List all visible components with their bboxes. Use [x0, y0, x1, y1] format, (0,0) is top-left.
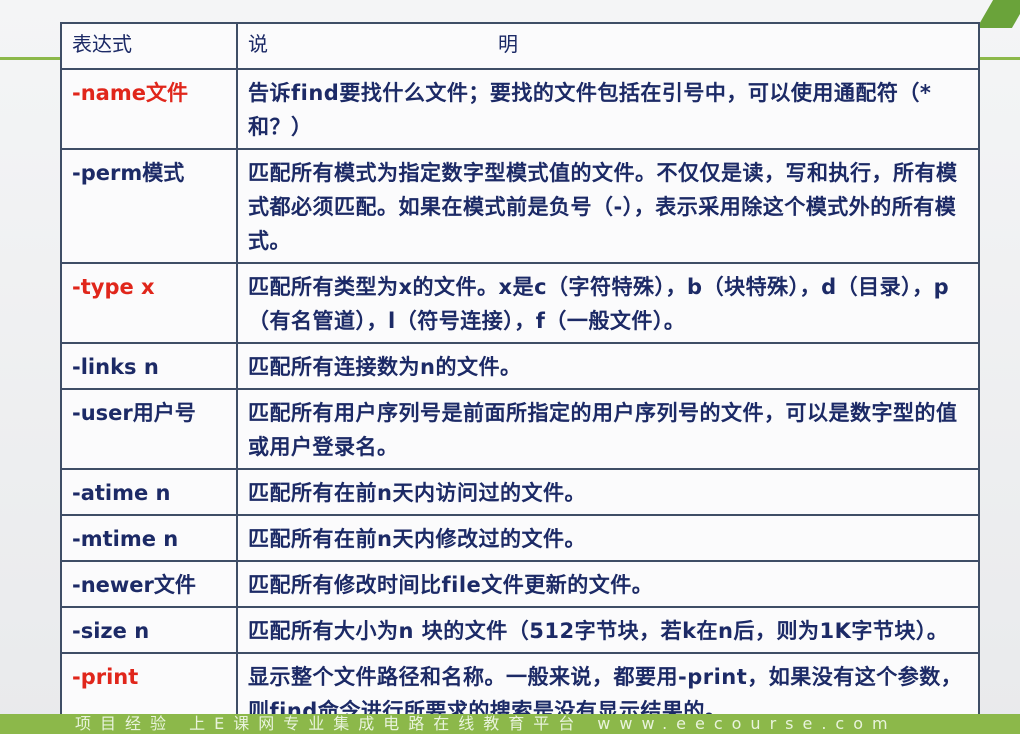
description: 匹配所有连接数为n的文件。 [236, 342, 980, 390]
logo [976, 0, 1020, 28]
expression: -atime n [60, 468, 238, 516]
description: 匹配所有修改时间比file文件更新的文件。 [236, 560, 980, 608]
expression: -perm模式 [60, 148, 238, 264]
table-row: -mtime n 匹配所有在前n天内修改过的文件。 [60, 514, 980, 562]
table-row: -atime n 匹配所有在前n天内访问过的文件。 [60, 468, 980, 516]
description: 告诉find要找什么文件；要找的文件包括在引号中，可以使用通配符（*和？） [236, 68, 980, 150]
expression: -name文件 [60, 68, 238, 150]
description: 匹配所有模式为指定数字型模式值的文件。不仅仅是读，写和执行，所有模式都必须匹配。… [236, 148, 980, 264]
table-row: -perm模式 匹配所有模式为指定数字型模式值的文件。不仅仅是读，写和执行，所有模… [60, 148, 980, 264]
footer: 项目经验 上E课网专业集成电路在线教育平台 www.eecourse.com [0, 714, 1020, 734]
expression-table: 表达式 说明 -name文件 告诉find要找什么文件；要找的文件包括在引号中，可… [60, 22, 980, 734]
description: 匹配所有在前n天内访问过的文件。 [236, 468, 980, 516]
header-cell: 表达式 [60, 22, 238, 70]
table-row: -size n 匹配所有大小为n 块的文件（512字节块，若k在n后，则为1K字节… [60, 606, 980, 654]
expression: -links n [60, 342, 238, 390]
expression: -size n [60, 606, 238, 654]
table-row: -user用户号 匹配所有用户序列号是前面所指定的用户序列号的文件，可以是数字型的… [60, 388, 980, 470]
description: 匹配所有类型为x的文件。x是c（字符特殊），b（块特殊），d（目录），p（有名管… [236, 262, 980, 344]
description: 匹配所有用户序列号是前面所指定的用户序列号的文件，可以是数字型的值或用户登录名。 [236, 388, 980, 470]
table-row: -type x 匹配所有类型为x的文件。x是c（字符特殊），b（块特殊），d（目录… [60, 262, 980, 344]
expression: -mtime n [60, 514, 238, 562]
description: 匹配所有在前n天内修改过的文件。 [236, 514, 980, 562]
table-row: -links n 匹配所有连接数为n的文件。 [60, 342, 980, 390]
expression: -user用户号 [60, 388, 238, 470]
table-row: -name文件 告诉find要找什么文件；要找的文件包括在引号中，可以使用通配符（… [60, 68, 980, 150]
expression: -newer文件 [60, 560, 238, 608]
description: 匹配所有大小为n 块的文件（512字节块，若k在n后，则为1K字节块）。 [236, 606, 980, 654]
header-row: 表达式 说明 [60, 22, 980, 70]
expression: -type x [60, 262, 238, 344]
table-row: -newer文件 匹配所有修改时间比file文件更新的文件。 [60, 560, 980, 608]
header-cell: 说明 [236, 22, 980, 70]
